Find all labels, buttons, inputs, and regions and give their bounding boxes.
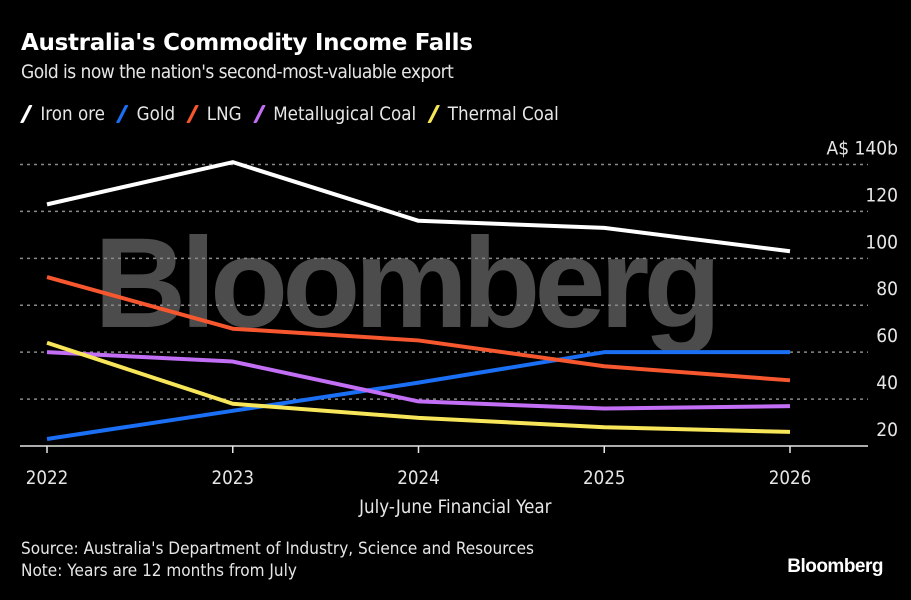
legend-label: LNG	[206, 103, 242, 125]
y-tick-label: 20	[876, 419, 898, 441]
legend-label: Gold	[136, 103, 176, 125]
series-lines	[46, 160, 791, 441]
series-line-iron-ore	[46, 160, 791, 254]
footnote: Note: Years are 12 months from July	[21, 561, 297, 581]
bloomberg-logo: Bloomberg	[787, 556, 883, 577]
legend-label: Metallugical Coal	[273, 103, 417, 125]
series-line-gold	[46, 350, 790, 441]
gridlines	[20, 163, 868, 400]
legend-item-gold: Gold	[116, 103, 176, 125]
legend-item-lng: LNG	[186, 103, 242, 125]
y-tick-label: 80	[876, 278, 898, 300]
series-line-thermal-coal	[46, 340, 791, 434]
x-tick-label: 2025	[583, 467, 626, 489]
y-tick-label: 40	[876, 372, 898, 394]
legend: Iron ore Gold LNG Metallugical Coal Ther…	[19, 103, 571, 125]
legend-label: Iron ore	[40, 103, 105, 125]
legend-label: Thermal Coal	[447, 103, 559, 125]
source-note: Source: Australia's Department of Indust…	[21, 539, 534, 559]
y-tick-label: A$ 140b	[827, 138, 898, 160]
x-tick-label: 2024	[397, 467, 440, 489]
series-line-metallugical-coal	[46, 350, 791, 411]
chart-title: Australia's Commodity Income Falls	[21, 30, 473, 56]
series-line-lng	[46, 275, 791, 383]
x-tick-label: 2022	[26, 467, 69, 489]
x-tick-labels: 2022 2023 2024 2025 2026	[26, 467, 812, 489]
legend-item-iron-ore: Iron ore	[19, 103, 105, 125]
legend-item-thermal-coal: Thermal Coal	[427, 103, 559, 125]
y-tick-label: 60	[876, 325, 898, 347]
x-axis-title: July-June Financial Year	[0, 496, 911, 518]
x-tick-label: 2026	[769, 467, 812, 489]
footer-notes: Source: Australia's Department of Indust…	[21, 538, 534, 582]
x-tick-label: 2023	[211, 467, 254, 489]
y-tick-labels: 20 40 60 80 100 120 A$ 140b	[827, 138, 898, 442]
y-tick-label: 120	[865, 185, 898, 207]
x-axis	[20, 445, 868, 453]
chart-subtitle: Gold is now the nation's second-most-val…	[21, 61, 454, 83]
legend-item-metallurgical-coal: Metallugical Coal	[252, 103, 417, 125]
x-axis-title-text: July-June Financial Year	[359, 496, 552, 518]
y-tick-label: 100	[865, 232, 898, 254]
